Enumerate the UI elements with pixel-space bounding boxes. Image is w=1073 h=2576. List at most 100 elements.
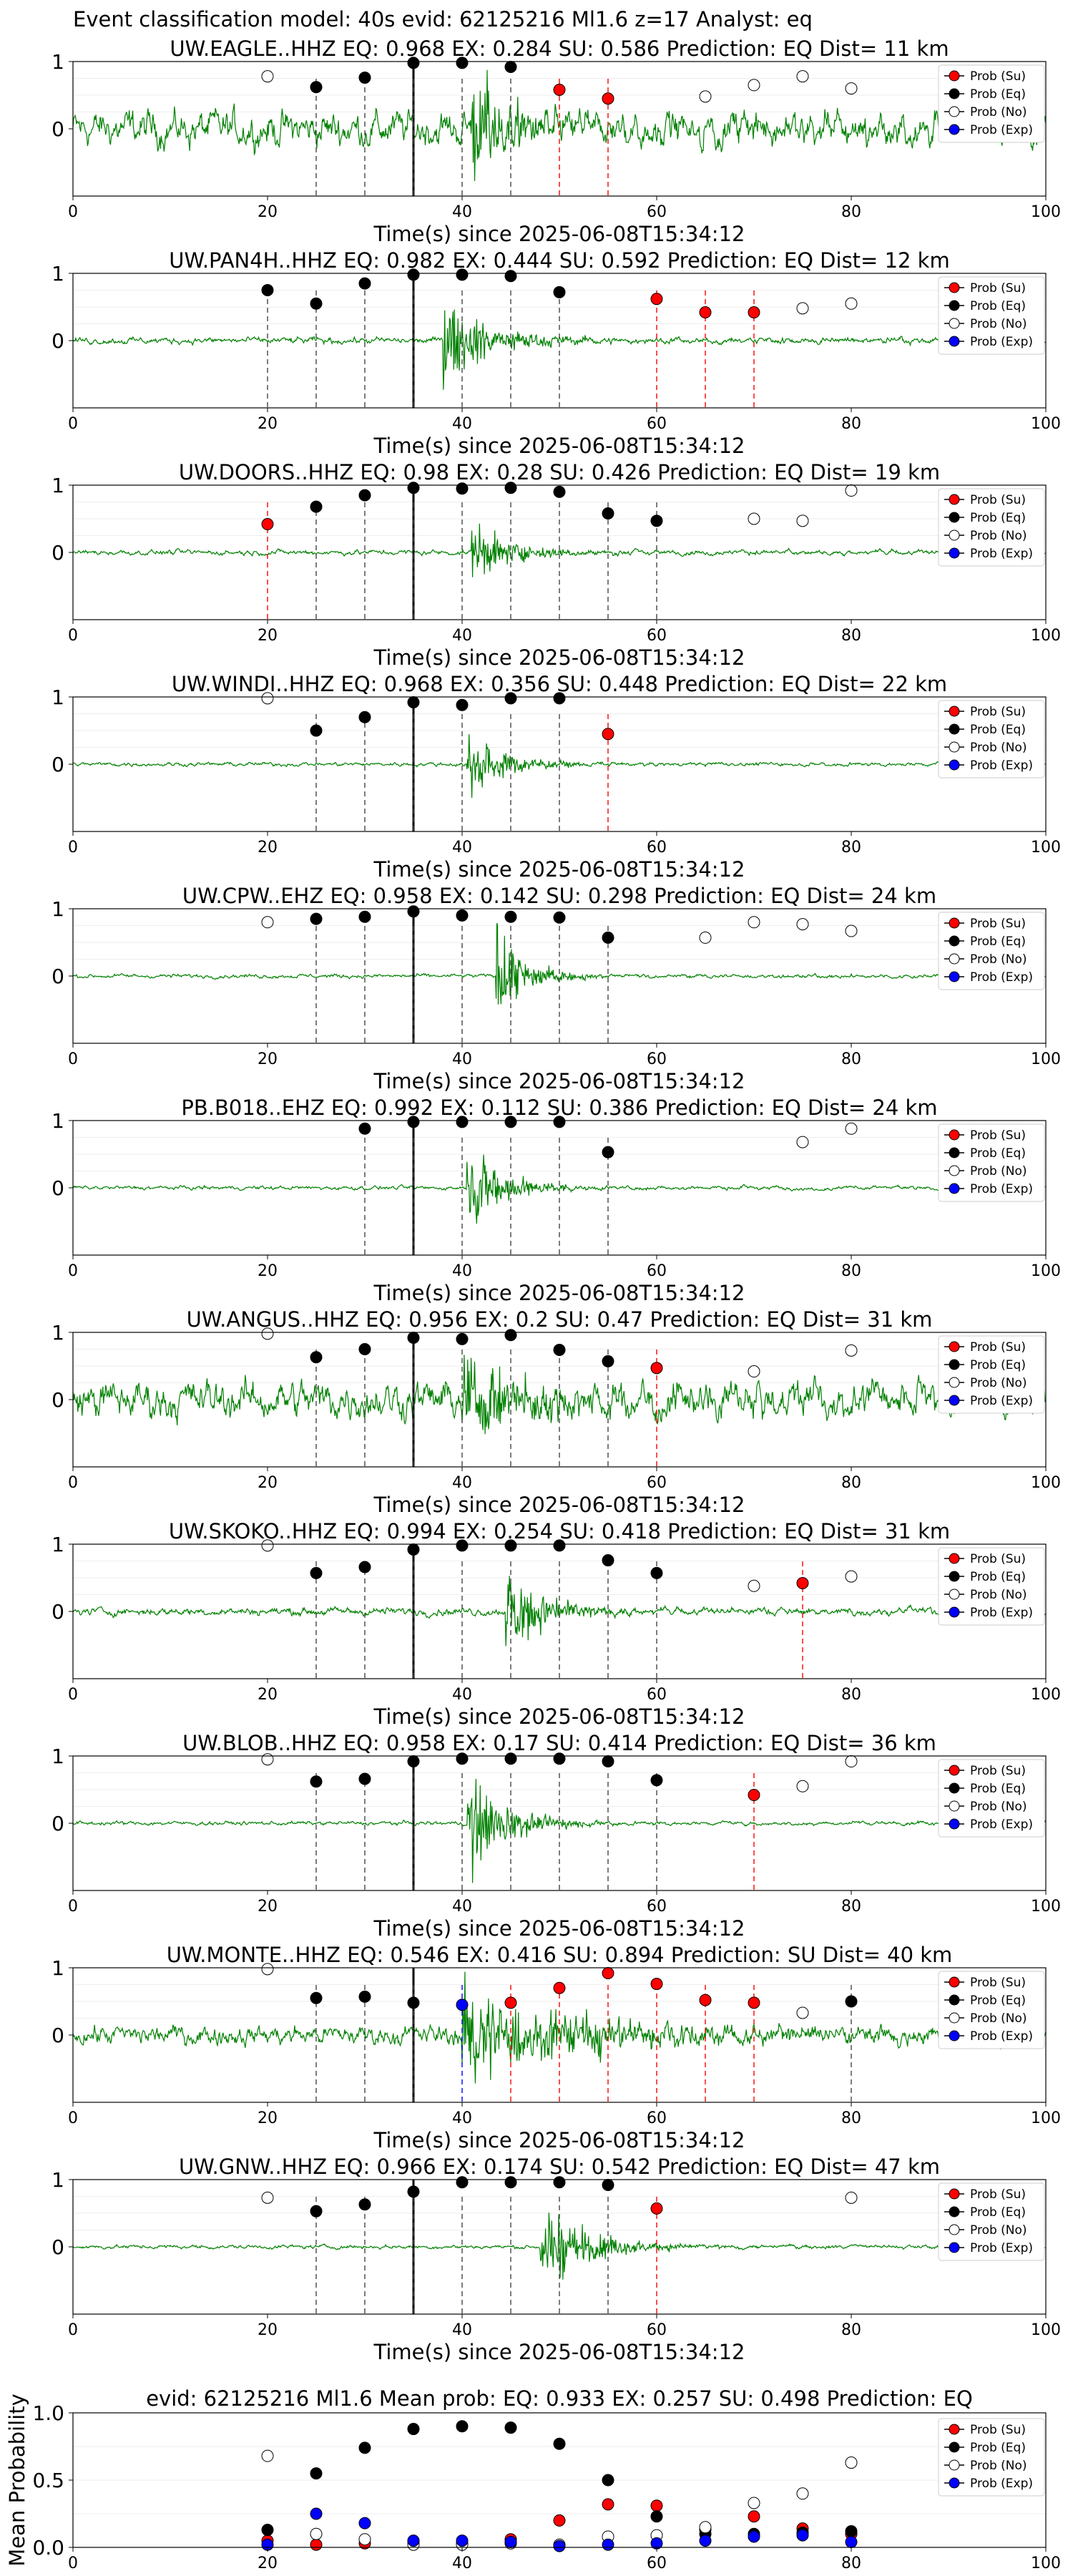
prob-marker-no xyxy=(261,1963,274,1976)
y-tick-label: 1 xyxy=(52,1109,64,1133)
x-tick-label: 60 xyxy=(647,1686,667,1704)
legend-label-su: Prob (Su) xyxy=(970,1128,1026,1143)
prob-marker-eq xyxy=(553,485,566,498)
y-tick-label: 1 xyxy=(52,1745,64,1768)
prob-marker-eq xyxy=(553,1752,566,1765)
legend-marker-eq xyxy=(949,1359,960,1370)
x-tick-label: 0 xyxy=(68,2321,78,2339)
legend-label-no: Prob (No) xyxy=(970,1588,1027,1602)
prob-marker-eq xyxy=(504,2176,517,2189)
prob-marker-eq xyxy=(602,1355,614,1367)
legend-label-su: Prob (Su) xyxy=(970,1976,1026,1990)
prob-marker-eq xyxy=(650,1774,663,1787)
mean-prob-point-eq xyxy=(456,2420,469,2433)
x-tick-label: 40 xyxy=(452,1474,472,1492)
x-tick-label: 100 xyxy=(1031,1050,1061,1068)
station-panel-10: UW.MONTE..HHZ EQ: 0.546 EX: 0.416 SU: 0.… xyxy=(52,1943,1061,2152)
mean-prob-point-exp xyxy=(504,2535,517,2548)
x-tick-label: 20 xyxy=(258,203,278,221)
mean-prob-point-exp xyxy=(845,2535,858,2548)
y-tick-label: 1 xyxy=(52,897,64,921)
prob-marker-eq xyxy=(310,724,323,737)
legend-box xyxy=(938,700,1045,779)
mean-prob-point-exp xyxy=(602,2538,614,2551)
x-tick-label: 40 xyxy=(452,1686,472,1704)
legend-marker-exp xyxy=(949,1818,960,1830)
x-tick-label: 100 xyxy=(1031,1262,1061,1280)
legend-label-eq: Prob (Eq) xyxy=(970,723,1026,737)
x-tick-label: 0 xyxy=(68,1262,78,1280)
waveform-trace xyxy=(72,734,1047,799)
legend-marker-no xyxy=(949,741,960,753)
prob-marker-eq xyxy=(504,61,517,74)
legend-marker-exp xyxy=(949,547,960,559)
prob-marker-eq xyxy=(310,912,323,925)
prob-marker-su xyxy=(553,83,566,96)
station-panel-6: PB.B018..EHZ EQ: 0.992 EX: 0.112 SU: 0.3… xyxy=(52,1096,1061,1305)
legend-marker-eq xyxy=(949,723,960,735)
prob-marker-no xyxy=(845,297,858,310)
waveform-trace xyxy=(72,1576,1047,1646)
x-tick-label: 80 xyxy=(841,1050,861,1068)
prob-marker-su xyxy=(602,728,614,741)
legend-label-no: Prob (No) xyxy=(970,2223,1027,2238)
prob-marker-su xyxy=(504,1996,517,2009)
x-tick-label: 0 xyxy=(68,839,78,857)
mean-prob-point-su xyxy=(748,2510,760,2523)
mean-prob-point-no xyxy=(748,2497,760,2509)
x-tick-label: 100 xyxy=(1031,203,1061,221)
mean-prob-point-exp xyxy=(699,2534,712,2547)
x-tick-label: 100 xyxy=(1031,1474,1061,1492)
x-tick-label: 20 xyxy=(258,1262,278,1280)
x-tick-label: 60 xyxy=(647,1474,667,1492)
legend-marker-exp xyxy=(949,1183,960,1194)
prob-marker-eq xyxy=(456,1116,469,1128)
legend-box xyxy=(938,2182,1045,2261)
mean-prob-point-no xyxy=(845,2457,858,2469)
legend-label-eq: Prob (Eq) xyxy=(970,299,1026,313)
prob-marker-eq xyxy=(358,2198,371,2211)
legend-label-su: Prob (Su) xyxy=(970,493,1026,507)
x-axis-label: Time(s) since 2025-06-08T15:34:12 xyxy=(373,1069,745,1093)
legend-label-exp: Prob (Exp) xyxy=(970,1182,1033,1196)
y-tick-label: 0 xyxy=(52,1176,64,1200)
legend-label-exp: Prob (Exp) xyxy=(970,1394,1033,1408)
x-tick-label: 100 xyxy=(1031,415,1061,433)
panel-title: UW.BLOB..HHZ EQ: 0.958 EX: 0.17 SU: 0.41… xyxy=(182,1731,936,1755)
prob-marker-eq xyxy=(310,297,323,310)
legend-marker-exp xyxy=(949,336,960,347)
x-tick-label: 40 xyxy=(452,1262,472,1280)
prob-marker-eq xyxy=(553,692,566,705)
legend-marker-no xyxy=(949,106,960,117)
x-axis-label: Time(s) since 2025-06-08T15:34:12 xyxy=(373,222,745,246)
prob-marker-eq xyxy=(504,482,517,494)
prob-marker-su xyxy=(796,1577,809,1590)
y-tick-label: 0 xyxy=(52,541,64,565)
legend-label-no: Prob (No) xyxy=(970,741,1027,755)
legend-label-eq: Prob (Eq) xyxy=(970,935,1026,949)
legend-label-no: Prob (No) xyxy=(970,105,1027,119)
legend-label-eq: Prob (Eq) xyxy=(970,1358,1026,1372)
prob-marker-no xyxy=(845,82,858,95)
x-tick-label: 40 xyxy=(452,1050,472,1068)
y-tick-label: 1 xyxy=(52,2168,64,2192)
legend-marker-su xyxy=(949,1765,960,1776)
prob-marker-no xyxy=(261,70,274,83)
prob-marker-eq xyxy=(358,1343,371,1355)
x-tick-label: 60 xyxy=(647,1262,667,1280)
prob-marker-no xyxy=(796,1780,809,1792)
mean-prob-point-su xyxy=(650,2499,663,2512)
prob-marker-no xyxy=(261,1539,274,1552)
x-tick-label: 0 xyxy=(68,1050,78,1068)
prob-marker-su xyxy=(553,1981,566,1994)
y-tick-label: 0.0 xyxy=(32,2536,64,2560)
x-tick-label: 60 xyxy=(647,415,667,433)
legend-marker-su xyxy=(949,70,960,82)
mean-prob-point-eq xyxy=(845,2524,858,2537)
legend-label-eq: Prob (Eq) xyxy=(970,1782,1026,1796)
prob-marker-no xyxy=(748,79,760,92)
x-tick-label: 40 xyxy=(452,1898,472,1916)
prob-marker-su xyxy=(748,1789,760,1802)
legend-marker-eq xyxy=(949,1994,960,2006)
prob-marker-eq xyxy=(456,57,469,69)
